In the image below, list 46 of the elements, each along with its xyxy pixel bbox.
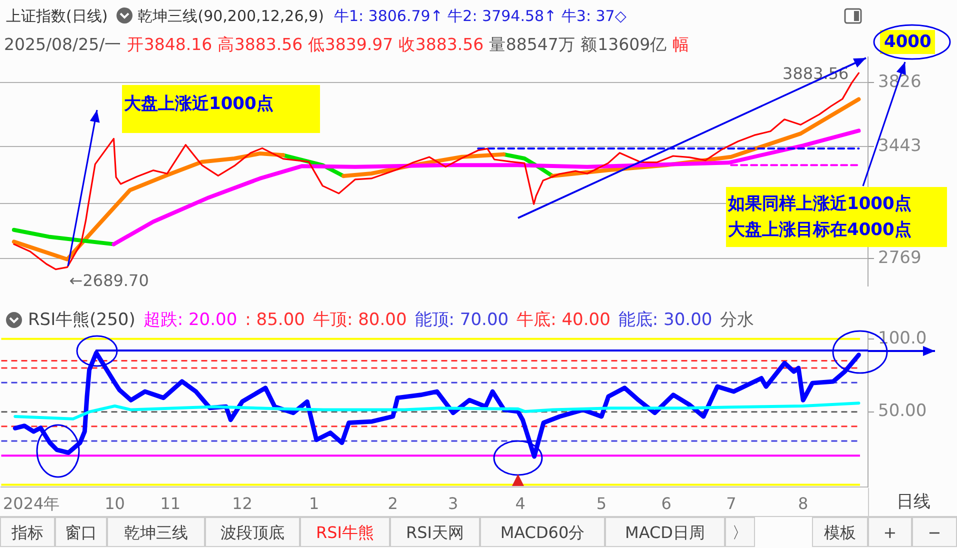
text: + xyxy=(868,517,912,547)
y-tick-label: 3443 xyxy=(878,136,922,156)
ref-line-label: 超跌: 20.00 xyxy=(143,310,238,330)
ref-line-label: 分水 xyxy=(720,310,754,330)
x-tick-label: 10 xyxy=(104,494,125,513)
text: RSI牛熊 xyxy=(300,517,390,547)
text: 牛1: 3806.79↑ 牛2: 3794.58↑ 牛3: 37◇ xyxy=(334,7,626,25)
ref-line-label: 能顶: 70.00 xyxy=(414,310,509,330)
x-tick-label: 8 xyxy=(798,494,808,513)
text: 波段顶底 xyxy=(205,517,300,547)
chart-subtitle: 2025/08/25/一 开3848.16 高3883.56 低3839.97 收3883.56 量88547万 额13609亿 幅 xyxy=(4,35,690,54)
x-tick-label: 4 xyxy=(515,494,526,513)
x-tick-label: 2 xyxy=(388,494,398,513)
text: 指标 xyxy=(0,517,55,547)
y-tick-label: 100.0 xyxy=(878,328,927,348)
chart-title: RSI牛熊(250) xyxy=(28,310,136,330)
text: 4000 xyxy=(880,30,936,54)
x-tick-label: 12 xyxy=(232,494,252,513)
text: 乾坤三线(90,200,12,26,9) xyxy=(138,7,324,25)
ref-line-label: : 85.00 xyxy=(245,310,305,330)
text: 〉 xyxy=(725,517,755,547)
text: 乾坤三线 xyxy=(107,517,205,547)
ref-line-label: 能底: 30.00 xyxy=(618,310,712,330)
text: RSI天网 xyxy=(390,517,480,547)
x-tick-label: 3 xyxy=(448,494,458,513)
ref-line-label: 牛底: 40.00 xyxy=(516,310,610,330)
annotation: 大盘上涨目标在4000点 xyxy=(726,217,947,247)
y-tick-label: 50.00 xyxy=(878,401,927,422)
annotation: 如果同样上涨近1000点 xyxy=(726,187,947,217)
ref-line-label: 牛顶: 80.00 xyxy=(312,310,407,330)
text: − xyxy=(912,517,957,547)
text: 窗口 xyxy=(55,517,107,547)
x-tick-label: 11 xyxy=(160,494,181,513)
text: MACD60分 xyxy=(480,517,605,547)
text: MACD日周 xyxy=(605,517,725,547)
text: 模板 xyxy=(812,517,868,547)
annotation: 大盘上涨近1000点 xyxy=(122,85,320,133)
x-tick-label: 1 xyxy=(309,494,320,513)
chart-title: 上证指数(日线) xyxy=(6,7,108,25)
x-tick-label: 6 xyxy=(661,494,672,513)
x-tick-label: 2024年 xyxy=(3,494,60,513)
text: 日线 xyxy=(868,488,957,516)
x-tick-label: 7 xyxy=(726,494,736,513)
x-tick-label: 5 xyxy=(596,494,607,513)
y-tick-label: 2769 xyxy=(878,248,922,268)
annotation: ←2689.70 xyxy=(69,270,149,290)
